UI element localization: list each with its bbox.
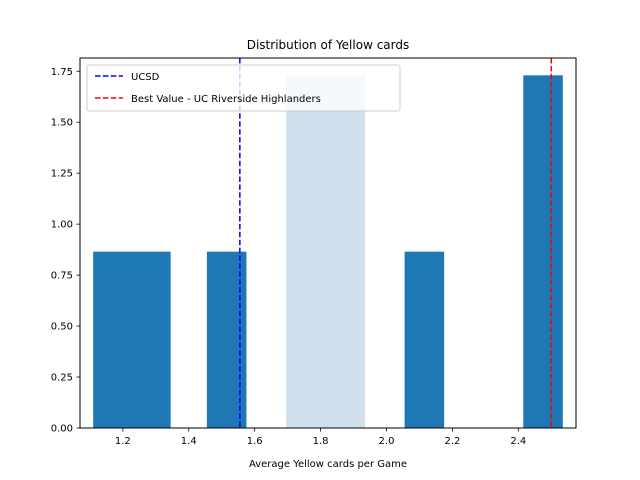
bar-2 bbox=[286, 75, 365, 428]
bar-4 bbox=[523, 75, 563, 428]
x-tick-label: 2.2 bbox=[444, 436, 460, 447]
x-tick-label: 1.6 bbox=[247, 436, 263, 447]
y-tick-label: 0.25 bbox=[51, 373, 73, 384]
x-tick-label: 1.8 bbox=[313, 436, 329, 447]
y-tick-label: 1.25 bbox=[51, 169, 73, 180]
y-tick-label: 1.00 bbox=[51, 220, 73, 231]
legend-label-ucsd: UCSD bbox=[131, 72, 160, 83]
legend: UCSD Best Value - UC Riverside Highlande… bbox=[87, 65, 400, 111]
y-tick-label: 0.75 bbox=[51, 271, 73, 282]
y-tick-label: 0.50 bbox=[51, 322, 73, 333]
y-tick-label: 1.50 bbox=[51, 118, 73, 129]
x-tick-label: 2.0 bbox=[379, 436, 395, 447]
x-axis-label: Average Yellow cards per Game bbox=[249, 459, 407, 470]
legend-label-best-value: Best Value - UC Riverside Highlanders bbox=[131, 94, 321, 105]
y-tick-label: 1.75 bbox=[51, 67, 73, 78]
chart-title: Distribution of Yellow cards bbox=[247, 38, 410, 52]
x-tick-label: 1.4 bbox=[181, 436, 197, 447]
bar-3 bbox=[405, 252, 445, 428]
x-tick-label: 1.2 bbox=[115, 436, 131, 447]
y-tick-label: 0.00 bbox=[51, 424, 73, 435]
x-tick-label: 2.4 bbox=[510, 436, 526, 447]
bar-0 bbox=[93, 252, 170, 428]
